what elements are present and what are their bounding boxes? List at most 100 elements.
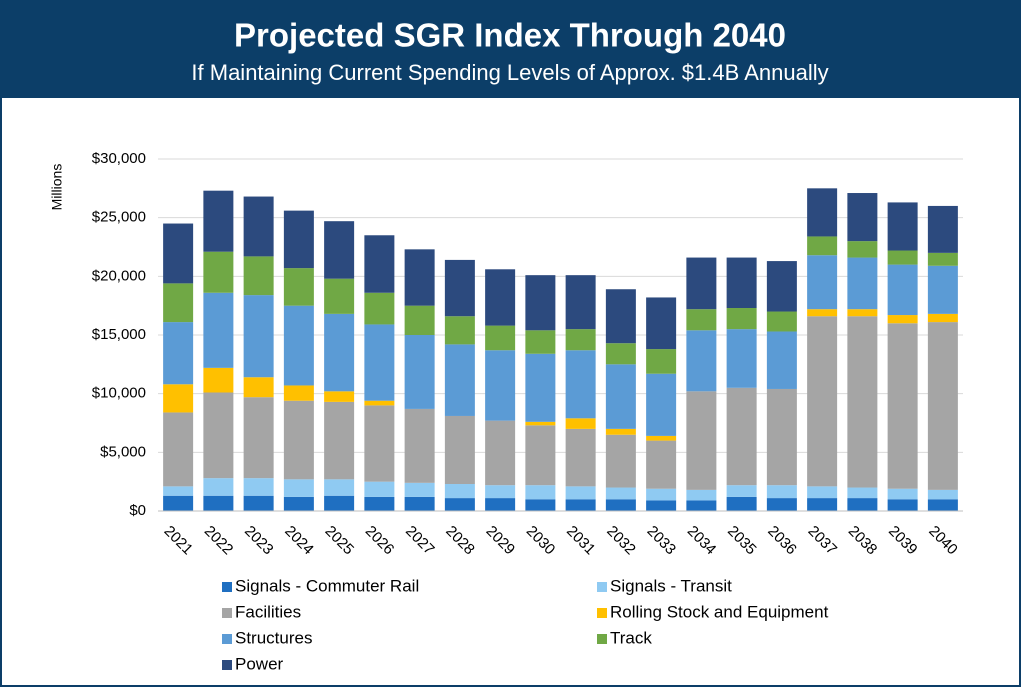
bar-segment	[444, 484, 475, 499]
bar-segment	[283, 400, 314, 480]
bar-segment	[324, 401, 355, 480]
bar-segment	[646, 488, 677, 501]
bar-segment	[605, 343, 636, 365]
bar-segment	[887, 315, 918, 324]
y-axis-label: Millions	[49, 164, 65, 211]
bar-segment	[243, 196, 274, 257]
bar-segment	[243, 256, 274, 296]
legend-swatch	[597, 634, 607, 644]
bar-segment	[565, 486, 596, 500]
chart-subtitle: If Maintaining Current Spending Levels o…	[191, 60, 828, 85]
bar-segment	[807, 498, 838, 511]
bar-segment	[444, 259, 475, 317]
y-tick-label: $25,000	[92, 209, 146, 226]
y-tick-label: $10,000	[92, 385, 146, 402]
bar-segment	[203, 367, 234, 393]
bar-segment	[485, 325, 516, 351]
bar-segment	[163, 283, 194, 323]
bar-segment	[565, 418, 596, 429]
bar-segment	[726, 257, 757, 309]
bar-segment	[243, 495, 274, 511]
y-tick-label: $15,000	[92, 326, 146, 343]
bar-segment	[887, 488, 918, 500]
bar-segment	[364, 235, 395, 293]
bar-segment	[283, 385, 314, 401]
bar-segment	[404, 249, 435, 306]
bar-segment	[927, 499, 958, 511]
bar-segment	[203, 190, 234, 252]
bar-segment	[726, 329, 757, 388]
bar-segment	[807, 188, 838, 237]
y-tick-label: $0	[129, 502, 146, 519]
bar-segment	[243, 478, 274, 496]
bar-segment	[324, 495, 355, 511]
legend-swatch	[597, 608, 607, 618]
bar-segment	[565, 499, 596, 511]
bar-segment	[887, 323, 918, 489]
bar-segment	[324, 221, 355, 279]
bar-segment	[565, 275, 596, 330]
bar-segment	[404, 408, 435, 483]
bar-segment	[726, 485, 757, 497]
bar-segment	[686, 500, 717, 511]
bar-segment	[203, 495, 234, 511]
bar-segment	[927, 265, 958, 314]
legend-label: Signals - Commuter Rail	[235, 576, 419, 595]
bar-segment	[766, 388, 797, 486]
bar-segment	[847, 241, 878, 258]
legend-swatch	[222, 660, 232, 670]
bar-segment	[646, 440, 677, 489]
bar-segment	[807, 309, 838, 317]
bar-segment	[525, 421, 556, 426]
bar-segment	[203, 251, 234, 293]
bar-segment	[404, 305, 435, 335]
bar-segment	[485, 498, 516, 511]
bar-segment	[807, 316, 838, 487]
bar-segment	[847, 498, 878, 511]
bar-segment	[163, 223, 194, 284]
bar-segment	[927, 322, 958, 490]
bar-segment	[163, 412, 194, 487]
bar-segment	[605, 499, 636, 511]
bar-segment	[324, 391, 355, 402]
bar-segment	[243, 295, 274, 378]
bar-segment	[283, 210, 314, 269]
bar-segment	[525, 275, 556, 331]
bar-segment	[927, 205, 958, 253]
bar-segment	[766, 261, 797, 312]
bar-segment	[283, 268, 314, 306]
bar-segment	[525, 330, 556, 354]
bar-segment	[726, 496, 757, 511]
bar-segment	[927, 489, 958, 500]
bar-segment	[605, 364, 636, 429]
bar-segment	[887, 264, 918, 316]
bar-segment	[525, 353, 556, 422]
bar-segment	[686, 257, 717, 310]
legend-label: Structures	[235, 628, 312, 647]
bar-segment	[364, 405, 395, 482]
bar-segment	[364, 292, 395, 325]
bar-segment	[646, 373, 677, 436]
bar-segment	[927, 252, 958, 266]
bar-segment	[324, 479, 355, 496]
bar-segment	[485, 350, 516, 421]
bar-segment	[605, 487, 636, 500]
legend-swatch	[222, 582, 232, 592]
bar-segment	[283, 496, 314, 511]
bar-segment	[565, 329, 596, 351]
bar-segment	[847, 193, 878, 242]
bar-segment	[847, 487, 878, 499]
bar-segment	[444, 344, 475, 416]
bar-segment	[283, 479, 314, 497]
bar-segment	[243, 377, 274, 398]
bar-segment	[163, 495, 194, 511]
bar-segment	[686, 309, 717, 331]
chart-title: Projected SGR Index Through 2040	[234, 17, 786, 54]
bar-segment	[646, 435, 677, 441]
bar-segment	[404, 482, 435, 497]
bar-segment	[726, 387, 757, 486]
frame	[0, 96, 1021, 687]
bar-segment	[163, 384, 194, 413]
y-tick-label: $5,000	[100, 443, 146, 460]
bar-segment	[686, 330, 717, 392]
